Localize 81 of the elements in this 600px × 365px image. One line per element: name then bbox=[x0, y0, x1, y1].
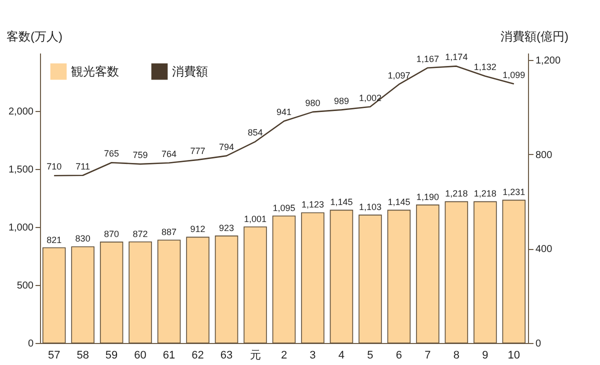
data-label: 941 bbox=[276, 107, 292, 118]
bar bbox=[214, 236, 238, 344]
y-tick-label: 1,000 bbox=[8, 222, 34, 234]
x-tick-label: 58 bbox=[76, 350, 89, 362]
data-label: 887 bbox=[162, 227, 177, 238]
data-label: 1,099 bbox=[502, 70, 526, 80]
x-tick-label: 6 bbox=[396, 350, 402, 362]
y-tick-label: 2,000 bbox=[8, 106, 34, 118]
legend-label: 消費額 bbox=[172, 64, 208, 79]
legend-label: 観光客数 bbox=[71, 64, 119, 79]
bar bbox=[416, 204, 440, 344]
bar bbox=[358, 214, 382, 344]
bar bbox=[444, 201, 468, 344]
y2-tick-label: 400 bbox=[536, 244, 553, 256]
x-tick-label: 5 bbox=[367, 350, 374, 362]
data-label: 1,103 bbox=[358, 202, 382, 212]
y2-tick-label: 1,200 bbox=[536, 56, 561, 67]
x-tick-label: 59 bbox=[105, 350, 118, 362]
data-label: 777 bbox=[190, 146, 206, 156]
bar bbox=[272, 216, 296, 344]
data-label: 1,231 bbox=[502, 187, 526, 198]
data-label: 1,145 bbox=[388, 197, 410, 208]
bar bbox=[502, 200, 526, 344]
data-label: 821 bbox=[46, 234, 62, 245]
x-tick-label: 3 bbox=[310, 350, 316, 362]
bar bbox=[128, 241, 152, 344]
data-label: 1,174 bbox=[445, 52, 468, 62]
data-label: 710 bbox=[46, 162, 62, 172]
data-label: 1,123 bbox=[301, 200, 324, 210]
bar bbox=[71, 246, 94, 344]
x-tick-label: 61 bbox=[162, 350, 176, 362]
data-label: 764 bbox=[162, 148, 177, 159]
data-label: 1,218 bbox=[474, 188, 496, 199]
bar bbox=[42, 247, 66, 344]
x-tick-label: 7 bbox=[424, 350, 431, 362]
x-tick-label: 9 bbox=[482, 350, 488, 362]
y2-tick-label: 0 bbox=[536, 338, 542, 350]
y-tick-label: 1,500 bbox=[8, 164, 34, 176]
data-label: 923 bbox=[219, 222, 234, 233]
data-label: 1,167 bbox=[416, 54, 439, 64]
data-label: 912 bbox=[190, 224, 206, 234]
bar bbox=[301, 212, 324, 344]
bar bbox=[186, 236, 210, 344]
y-tick-label: 0 bbox=[28, 338, 34, 350]
data-label: 1,097 bbox=[388, 70, 410, 80]
data-label: 989 bbox=[334, 96, 349, 106]
y2-tick-label: 800 bbox=[536, 150, 553, 161]
bar bbox=[157, 240, 181, 344]
data-label: 870 bbox=[104, 229, 120, 240]
x-tick-label: 60 bbox=[134, 350, 146, 362]
y-tick-label: 500 bbox=[16, 280, 34, 292]
x-tick-label: 4 bbox=[338, 350, 345, 362]
x-tick-label: 10 bbox=[508, 350, 520, 362]
data-label: 1,132 bbox=[474, 62, 496, 72]
x-tick-label: 63 bbox=[220, 350, 233, 362]
bar bbox=[474, 201, 497, 344]
data-label: 711 bbox=[76, 161, 90, 172]
bar bbox=[330, 210, 354, 344]
data-label: 759 bbox=[132, 150, 148, 160]
x-tick-label: 2 bbox=[280, 350, 288, 362]
x-tick-label: 62 bbox=[192, 350, 204, 362]
data-label: 1,001 bbox=[244, 214, 267, 224]
data-label: 1,145 bbox=[330, 197, 353, 208]
bar bbox=[244, 226, 267, 344]
y2-axis-title: 消費額(億円) bbox=[500, 30, 568, 44]
data-label: 854 bbox=[248, 128, 263, 138]
data-label: 830 bbox=[75, 234, 90, 244]
data-label: 872 bbox=[132, 228, 148, 239]
data-label: 1,002 bbox=[358, 92, 382, 103]
bar bbox=[100, 242, 124, 344]
data-label: 1,095 bbox=[272, 202, 296, 213]
bar bbox=[387, 210, 411, 344]
x-tick-label: 元 bbox=[250, 350, 261, 362]
data-label: 765 bbox=[104, 148, 120, 159]
y-axis-title: 客数(万人) bbox=[6, 30, 62, 44]
data-label: 794 bbox=[219, 142, 234, 152]
data-label: 1,190 bbox=[416, 192, 439, 202]
x-tick-label: 57 bbox=[48, 350, 60, 362]
data-label: 980 bbox=[305, 98, 320, 108]
data-label: 1,218 bbox=[445, 188, 468, 199]
x-tick-label: 8 bbox=[453, 350, 460, 362]
